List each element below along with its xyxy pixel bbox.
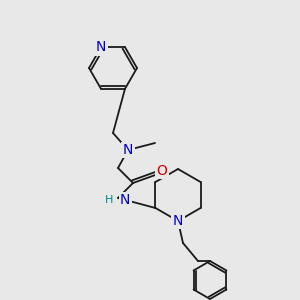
Text: N: N [120,193,130,207]
Text: N: N [173,214,183,228]
Text: O: O [157,164,167,178]
Text: N: N [123,143,133,157]
Text: N: N [96,40,106,54]
Text: H: H [105,195,113,205]
